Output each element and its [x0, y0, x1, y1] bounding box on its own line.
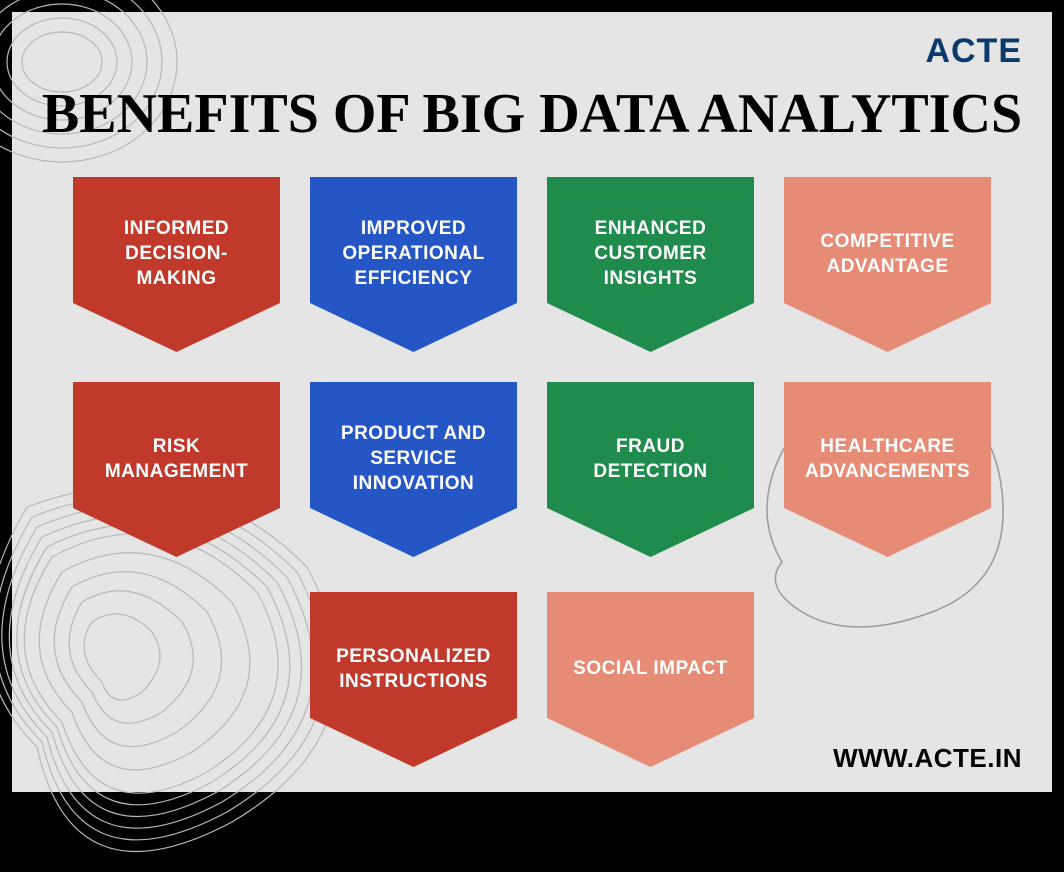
benefit-card: HEALTHCARE ADVANCEMENTS	[784, 382, 991, 557]
benefit-label: RISK MANAGEMENT	[89, 435, 264, 484]
benefit-label: PERSONALIZED INSTRUCTIONS	[326, 645, 501, 694]
benefit-label: INFORMED DECISION-MAKING	[89, 217, 264, 291]
benefit-card: INFORMED DECISION-MAKING	[73, 177, 280, 352]
benefit-label: COMPETITIVE ADVANTAGE	[800, 230, 975, 279]
benefit-label: PRODUCT AND SERVICE INNOVATION	[326, 422, 501, 496]
infographic-canvas: ACTE BENEFITS OF BIG DATA ANALYTICS INFO…	[12, 12, 1052, 792]
benefit-card: PRODUCT AND SERVICE INNOVATION	[310, 382, 517, 557]
benefit-label: IMPROVED OPERATIONAL EFFICIENCY	[326, 217, 501, 291]
brand-logo: ACTE	[925, 32, 1022, 71]
benefit-label: SOCIAL IMPACT	[573, 657, 728, 682]
main-title: BENEFITS OF BIG DATA ANALYTICS	[12, 82, 1052, 146]
benefit-label: ENHANCED CUSTOMER INSIGHTS	[563, 217, 738, 291]
benefit-card: FRAUD DETECTION	[547, 382, 754, 557]
benefit-card: COMPETITIVE ADVANTAGE	[784, 177, 991, 352]
benefits-row-3: PERSONALIZED INSTRUCTIONS SOCIAL IMPACT	[72, 592, 992, 767]
benefit-card: ENHANCED CUSTOMER INSIGHTS	[547, 177, 754, 352]
footer-url: WWW.ACTE.IN	[833, 743, 1022, 774]
benefit-card: PERSONALIZED INSTRUCTIONS	[310, 592, 517, 767]
benefit-label: FRAUD DETECTION	[563, 435, 738, 484]
benefit-card: RISK MANAGEMENT	[73, 382, 280, 557]
benefit-label: HEALTHCARE ADVANCEMENTS	[800, 435, 975, 484]
benefit-card: IMPROVED OPERATIONAL EFFICIENCY	[310, 177, 517, 352]
benefit-card: SOCIAL IMPACT	[547, 592, 754, 767]
benefits-grid: INFORMED DECISION-MAKING IMPROVED OPERAT…	[72, 177, 992, 767]
